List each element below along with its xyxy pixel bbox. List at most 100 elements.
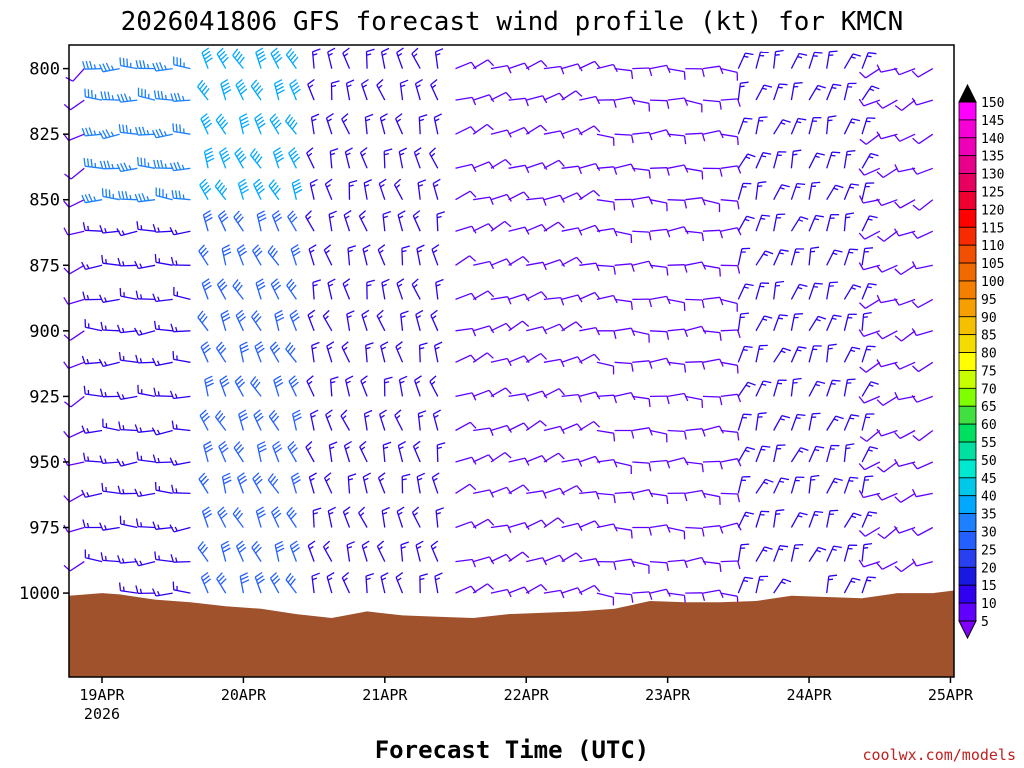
wind-barb [808, 181, 821, 200]
wind-barb [859, 361, 881, 373]
wind-barb [808, 51, 823, 69]
wind-barb [861, 413, 875, 431]
wind-barb [649, 99, 670, 109]
colorbar-bottom-arrow [958, 620, 977, 640]
wind-barb [287, 210, 298, 232]
colorbar-label: 75 [981, 364, 997, 379]
wind-barb [755, 510, 770, 528]
wind-barb [790, 313, 803, 331]
wind-barb [324, 178, 333, 200]
colorbar-label: 100 [981, 275, 1004, 290]
wind-barb [151, 427, 173, 436]
wind-barb [417, 179, 427, 200]
wind-barb [543, 130, 565, 139]
wind-barb [911, 68, 934, 78]
wind-barb [685, 99, 703, 113]
wind-barb [773, 444, 786, 463]
wind-barb [911, 298, 934, 309]
wind-barb [137, 87, 156, 101]
colorbar-label: 90 [981, 311, 997, 326]
wind-barb [490, 220, 512, 232]
wind-barb [702, 560, 722, 572]
y-tick-label: 975 [29, 519, 60, 539]
wind-barb [235, 79, 248, 101]
wind-barb [561, 458, 583, 467]
wind-barb [234, 147, 247, 169]
wind-barb [826, 214, 840, 232]
wind-barb [343, 210, 352, 232]
wind-barb [172, 123, 191, 135]
wind-barb [858, 298, 881, 309]
colorbar-segment [958, 208, 977, 228]
wind-barb [737, 283, 754, 300]
wind-barb [170, 323, 191, 333]
wind-barb [134, 260, 156, 270]
wind-barb [649, 264, 669, 276]
wind-barb [64, 167, 85, 180]
wind-barb [596, 227, 618, 237]
wind-barb [861, 282, 877, 300]
wind-barb [737, 117, 753, 135]
wind-barb [289, 309, 300, 332]
wind-barb [219, 375, 230, 397]
wind-barb [579, 558, 600, 567]
wind-barb [359, 147, 368, 169]
wind-barb [383, 376, 393, 397]
wind-barb [99, 388, 120, 398]
wind-barb [287, 441, 298, 463]
wind-barb [826, 509, 839, 528]
wind-barb [858, 98, 881, 107]
wind-barb [508, 484, 530, 494]
colorbar-segment [958, 298, 977, 318]
wind-barb [525, 353, 548, 363]
wind-barb [667, 392, 689, 402]
wind-barb [235, 540, 247, 562]
wind-barb [843, 248, 858, 266]
wind-barb [154, 551, 173, 563]
wind-barb [808, 315, 827, 332]
wind-barb [217, 506, 228, 528]
wind-barb [329, 147, 339, 169]
wind-barb [233, 210, 244, 232]
colorbar-segment [958, 137, 977, 157]
wind-barb [172, 581, 191, 594]
wind-barb [348, 179, 358, 200]
wind-barb [843, 414, 860, 431]
wind-barb [543, 517, 565, 529]
wind-barb [702, 99, 722, 110]
wind-barb [525, 390, 548, 399]
wind-barb [808, 412, 821, 431]
wind-barb [755, 116, 768, 135]
wind-barb [429, 147, 439, 169]
y-tick-label: 800 [29, 60, 60, 80]
wind-barb [153, 90, 173, 101]
wind-barb [363, 179, 372, 200]
wind-barb [472, 583, 494, 594]
wind-barb [117, 257, 138, 267]
wind-barb [808, 510, 824, 528]
wind-barb [197, 310, 209, 332]
colorbar-segment [958, 101, 977, 121]
wind-barb [250, 376, 262, 397]
wind-barb [773, 578, 792, 594]
wind-barb [63, 133, 85, 142]
wind-barb [737, 413, 752, 431]
wind-barb [861, 542, 873, 562]
wind-barb [632, 560, 650, 574]
wind-barb [285, 342, 297, 363]
wind-barb [685, 132, 706, 142]
wind-barb [99, 522, 120, 531]
wind-barb [344, 375, 354, 397]
wind-barb [221, 244, 232, 266]
wind-barb [267, 473, 280, 494]
x-tick-label: 24APR [786, 686, 832, 704]
wind-barb [876, 294, 898, 304]
wind-barb [169, 161, 191, 172]
wind-barb [525, 60, 548, 70]
wind-barb [366, 279, 375, 300]
wind-barb [119, 515, 138, 529]
wind-barb [720, 492, 741, 503]
wind-barb [220, 309, 231, 331]
wind-barb [843, 378, 856, 397]
wind-barb [737, 576, 753, 594]
